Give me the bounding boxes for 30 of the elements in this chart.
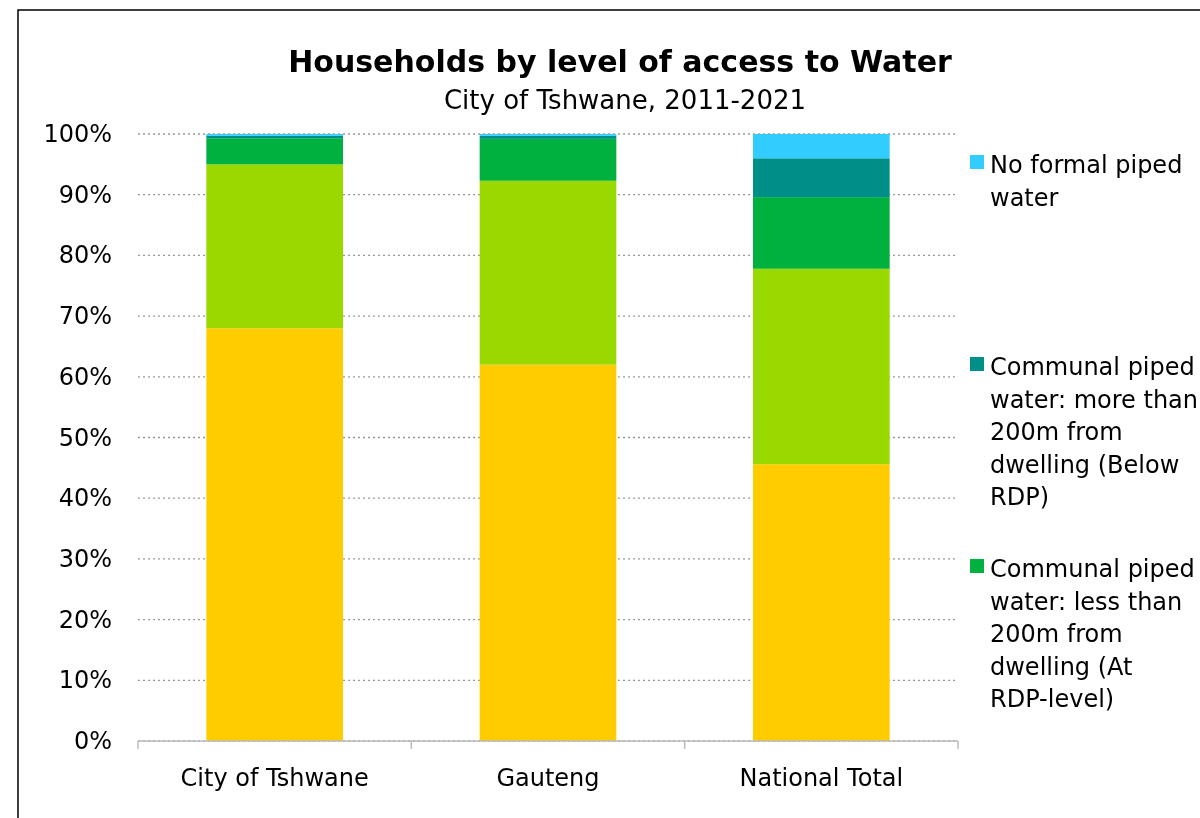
y-tick-label: 100% [43,120,112,148]
bar [753,134,890,159]
y-tick-label: 80% [58,241,112,270]
y-tick-label: 60% [58,362,112,391]
bar [206,328,343,741]
chart-subtitle: City of Tshwane, 2011-2021 [443,85,807,115]
y-tick-label: 70% [58,302,112,331]
bar [206,164,343,329]
x-tick-label: City of Tshwane [180,764,369,792]
bar [753,268,890,465]
x-tick-label: Gauteng [496,764,600,792]
bar [479,364,617,741]
y-tick-label: 90% [58,180,112,209]
y-tick-label: 30% [58,544,112,573]
y-tick-label: 50% [58,423,112,452]
legend-label: Communal piped water: less than 200m from dwelling (At RDP-level) [990,555,1195,713]
bar [753,464,890,741]
x-tick-label: National Total [739,764,904,792]
y-tick-label: 40% [58,484,112,513]
y-tick-label: 10% [58,666,112,695]
legend-label: Communal piped water: more than 200m from dwelling (Below RDP) [990,353,1199,511]
bar [479,180,617,365]
bar [753,197,890,269]
y-tick-label: 0% [73,727,112,755]
bar [206,138,343,165]
chart-title: Households by level of access to Water [288,44,952,79]
bar [479,138,617,181]
legend-label: No formal piped water [990,151,1183,212]
bar [753,158,890,198]
y-tick-label: 20% [58,605,112,634]
